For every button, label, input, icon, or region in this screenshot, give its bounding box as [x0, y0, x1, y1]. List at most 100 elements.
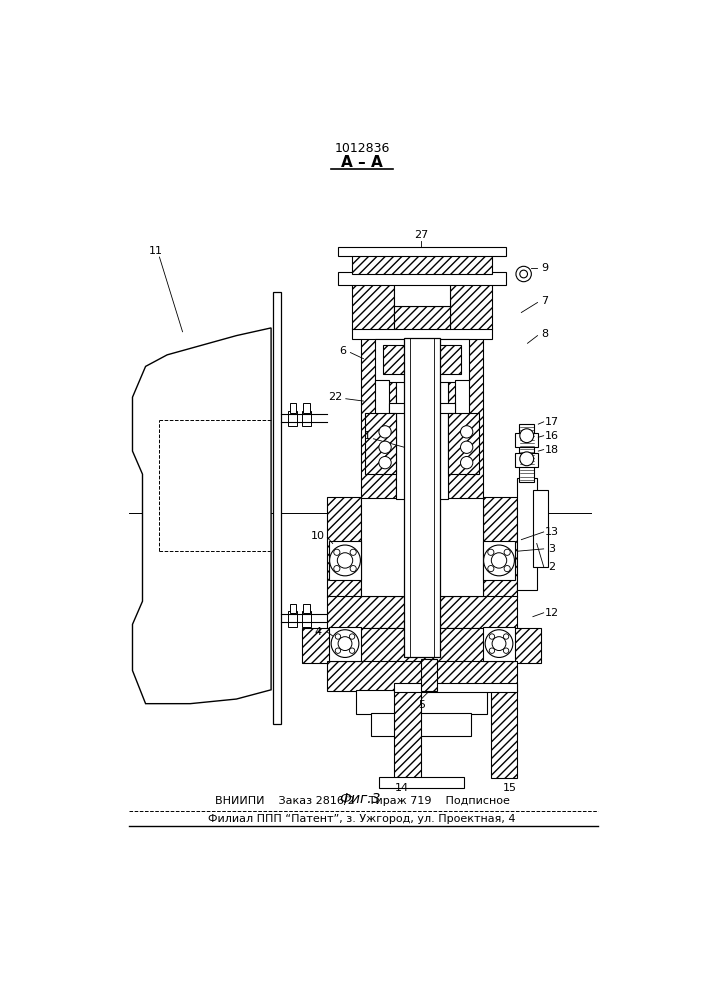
Circle shape [460, 456, 473, 469]
Circle shape [485, 630, 513, 657]
Circle shape [331, 630, 359, 657]
Text: 10: 10 [311, 531, 325, 541]
Text: Фиг.3: Фиг.3 [339, 792, 380, 806]
Circle shape [379, 426, 391, 438]
Bar [327, 661, 518, 691]
Circle shape [335, 634, 341, 639]
Text: 12: 12 [545, 608, 559, 618]
Bar [438, 345, 461, 374]
Bar [365, 413, 396, 474]
Bar [375, 339, 469, 382]
Bar [303, 604, 310, 613]
Circle shape [349, 648, 355, 653]
Circle shape [379, 456, 391, 469]
Text: 6: 6 [339, 346, 346, 356]
Bar [448, 337, 483, 499]
Bar [290, 403, 296, 413]
Bar [379, 777, 464, 788]
Circle shape [504, 566, 510, 572]
Text: 16: 16 [545, 431, 559, 441]
Circle shape [516, 266, 532, 282]
Text: 1012836: 1012836 [334, 142, 390, 155]
Bar [356, 690, 486, 714]
Bar [290, 604, 296, 613]
Text: 15: 15 [503, 783, 517, 793]
Circle shape [503, 648, 509, 653]
Bar [483, 497, 518, 597]
Bar [338, 247, 506, 256]
Circle shape [503, 634, 509, 639]
Text: 1: 1 [364, 431, 371, 441]
Bar [515, 433, 538, 447]
Bar [483, 627, 515, 661]
Bar [327, 497, 361, 597]
Text: 27: 27 [414, 231, 428, 240]
Bar [371, 713, 472, 736]
Text: Филиал ППП “Патент”, з. Ужгород, ул. Проектная, 4: Филиал ППП “Патент”, з. Ужгород, ул. Про… [208, 814, 515, 824]
Circle shape [335, 648, 341, 653]
Circle shape [337, 553, 353, 568]
Text: 9: 9 [541, 263, 548, 273]
Polygon shape [132, 328, 271, 704]
Circle shape [460, 441, 473, 453]
Text: 13: 13 [545, 527, 559, 537]
Bar [421, 659, 437, 691]
Bar [395, 306, 450, 329]
Text: 5: 5 [418, 700, 425, 710]
Circle shape [350, 549, 356, 555]
Text: 3: 3 [549, 544, 556, 554]
Bar [396, 337, 448, 499]
Circle shape [338, 637, 352, 651]
Text: 17: 17 [545, 417, 559, 427]
Bar [302, 411, 311, 426]
Circle shape [492, 637, 506, 651]
Bar [491, 690, 518, 778]
Bar [406, 359, 438, 374]
Circle shape [491, 553, 507, 568]
Circle shape [334, 549, 340, 555]
Circle shape [520, 270, 527, 278]
Bar [519, 424, 534, 482]
Bar [382, 345, 406, 374]
Bar [288, 611, 297, 627]
Bar [395, 690, 421, 778]
Circle shape [489, 634, 495, 639]
Text: 4: 4 [315, 627, 322, 637]
Bar [327, 596, 518, 628]
Circle shape [379, 441, 391, 453]
Circle shape [520, 429, 534, 443]
Circle shape [488, 566, 494, 572]
Circle shape [350, 566, 356, 572]
Bar [329, 541, 361, 580]
Circle shape [488, 549, 494, 555]
Bar [329, 627, 361, 661]
Bar [302, 628, 541, 663]
Circle shape [484, 545, 515, 576]
Bar [288, 411, 297, 426]
Bar [404, 338, 440, 657]
Circle shape [489, 648, 495, 653]
Bar [483, 541, 515, 580]
Bar [361, 337, 396, 499]
Bar [375, 380, 389, 420]
Text: A – A: A – A [341, 155, 382, 170]
Bar [303, 403, 310, 413]
Bar [515, 453, 538, 466]
Text: ВНИИПИ    Заказ 2816/2    Тираж 719    Подписное: ВНИИПИ Заказ 2816/2 Тираж 719 Подписное [214, 796, 509, 806]
Circle shape [504, 549, 510, 555]
Text: 8: 8 [541, 329, 548, 339]
Text: 22: 22 [328, 392, 342, 402]
Text: 2: 2 [549, 562, 556, 572]
Bar [389, 403, 455, 413]
Bar [352, 255, 492, 274]
Text: 18: 18 [545, 445, 559, 455]
Bar [302, 611, 311, 627]
Bar [448, 413, 479, 474]
Text: 7: 7 [541, 296, 548, 306]
Circle shape [349, 634, 355, 639]
Bar [395, 283, 450, 306]
Bar [361, 498, 483, 596]
Bar [455, 380, 469, 420]
Bar [395, 683, 518, 692]
Circle shape [334, 566, 340, 572]
